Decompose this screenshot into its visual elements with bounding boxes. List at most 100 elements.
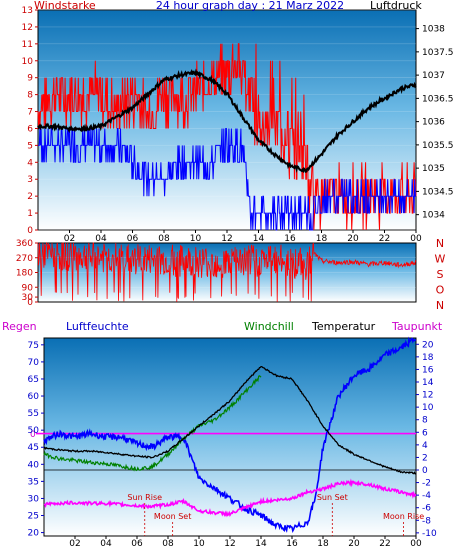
right-tick-label: 1037: [422, 71, 445, 81]
x-tick-label: 06: [131, 539, 143, 549]
compass-letter: S: [437, 268, 444, 281]
left-tick-label: 5: [27, 141, 33, 151]
compass-letter: W: [435, 253, 446, 266]
humidity-tick-label: 60: [28, 392, 40, 402]
right-tick-label: 1034: [422, 211, 445, 221]
temperature-tick-label: 6: [422, 428, 428, 438]
direction-tick-label: 180: [16, 269, 33, 279]
x-tick-label: 16: [286, 539, 298, 549]
x-tick-label: 08: [158, 234, 170, 244]
temperature-tick-label: 8: [422, 416, 428, 426]
x-tick-label: 12: [224, 539, 235, 549]
luftfeuchte-label: Luftfeuchte: [66, 320, 129, 333]
chart-title: 24 hour graph day : 21 Marz 2022: [156, 0, 344, 12]
compass-letter: N: [436, 299, 444, 312]
left-tick-label: 11: [22, 40, 33, 50]
x-tick-label: 14: [253, 234, 265, 244]
x-tick-label: 04: [100, 539, 112, 549]
right-tick-label: 1035: [422, 164, 445, 174]
top-right-axis: 1034 1034.5 1035 1035.5 1036 1036.5 1037 1037.5…: [416, 25, 454, 221]
temperature-line: [43, 365, 417, 475]
left-tick-label: 7: [27, 108, 33, 118]
temperature-tick-label: -4: [422, 491, 431, 501]
humidity-tick-label: 40: [28, 460, 40, 470]
x-tick-label: 20: [348, 539, 360, 549]
temperature-tick-label: 16: [422, 365, 434, 375]
wind-gust-line: [37, 43, 417, 231]
humidity-axis: 20 25 30 35 40 45 50 55 60 65 70 75: [28, 341, 44, 539]
direction-tick-label: 30: [22, 293, 34, 303]
direction-tick-label: 90: [22, 283, 34, 293]
x-tick-label: 04: [95, 234, 107, 244]
temperature-tick-label: 18: [422, 353, 434, 363]
temperature-tick-label: 0: [422, 466, 428, 476]
humidity-tick-label: 35: [28, 477, 39, 487]
right-tick-label: 1036: [422, 118, 445, 128]
windchill-line: [43, 375, 262, 472]
temperatur-label: Temperatur: [311, 320, 376, 333]
humidity-tick-label: 25: [28, 512, 39, 522]
temperature-tick-label: 10: [422, 403, 434, 413]
temperature-axis: -10 -8 -6 -4 -2 0 2 4 6 8 10 12 14 16 18 20: [416, 340, 437, 539]
left-tick-label: 9: [27, 74, 33, 84]
luftdruck-label: Luftdruck: [370, 0, 422, 12]
wind-average-line: [38, 128, 416, 231]
humidity-tick-label: 75: [28, 341, 39, 351]
taupunkt-label: Taupunkt: [391, 320, 443, 333]
right-tick-label: 1038: [422, 25, 445, 35]
temperature-tick-label: -8: [422, 516, 431, 526]
x-tick-label: 10: [190, 234, 202, 244]
humidity-tick-label: 50: [28, 426, 40, 436]
x-tick-label: 08: [162, 539, 174, 549]
left-tick-label: 12: [22, 23, 33, 33]
wind-direction-line: [37, 242, 417, 302]
compass-letter: N: [436, 237, 444, 250]
x-tick-label: 06: [127, 234, 139, 244]
temperature-tick-label: -2: [422, 479, 431, 489]
humidity-tick-label: 30: [28, 494, 40, 504]
temp-x-axis: 02 04 06 08 10 12 14 16 18 20 22 00: [69, 536, 422, 549]
x-tick-label: 22: [379, 234, 390, 244]
left-tick-label: 1: [27, 209, 33, 219]
sun-moon-markers: Sun Rise Moon Set Sun Set Moon Rise: [127, 493, 424, 536]
direction-tick-label: 270: [16, 254, 33, 264]
temp-series: [36, 336, 417, 534]
temperature-tick-label: 14: [422, 378, 434, 388]
temperature-tick-label: 2: [422, 453, 428, 463]
left-tick-label: 8: [27, 91, 33, 101]
marker-label: Moon Rise: [383, 512, 424, 521]
x-tick-label: 18: [316, 234, 328, 244]
humidity-tick-label: 70: [28, 358, 40, 368]
x-tick-label: 16: [284, 234, 296, 244]
top-plot-area: [37, 9, 417, 231]
pressure-line: [37, 68, 417, 174]
x-tick-label: 00: [410, 539, 422, 549]
humidity-tick-label: 65: [28, 375, 39, 385]
right-tick-label: 1035.5: [422, 141, 454, 151]
humidity-tick-label: 55: [28, 409, 39, 419]
left-tick-label: 13: [22, 6, 33, 16]
x-tick-label: 18: [317, 539, 329, 549]
direction-tick-label: 0: [27, 298, 33, 308]
windchill-label: Windchill: [244, 320, 294, 333]
direction-tick-label: 360: [16, 239, 33, 249]
top-x-axis: 02 04 06 08 10 12 14 16 18 20 22 00: [64, 230, 422, 244]
temperature-tick-label: 4: [422, 441, 428, 451]
x-tick-label: 02: [69, 539, 80, 549]
humidity-line: [43, 336, 417, 534]
left-tick-label: 2: [27, 192, 33, 202]
temperature-tick-label: 20: [422, 340, 434, 350]
left-tick-label: 4: [27, 158, 33, 168]
x-tick-label: 00: [410, 234, 422, 244]
x-tick-label: 14: [255, 539, 267, 549]
temperature-tick-label: -10: [422, 529, 437, 539]
compass-letter: O: [436, 284, 445, 297]
regen-zero-label: 0: [30, 430, 36, 440]
x-tick-label: 10: [193, 539, 205, 549]
marker-label: Sun Set: [317, 493, 348, 502]
x-tick-label: 12: [221, 234, 232, 244]
windstarke-label: Windstarke: [34, 0, 96, 12]
left-tick-label: 6: [27, 124, 33, 134]
